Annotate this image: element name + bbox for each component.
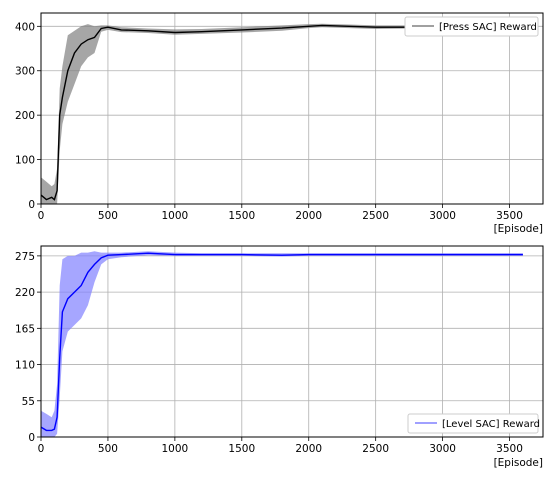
x-tick-label: 1500 [228, 210, 255, 222]
legend-label-press: [Press SAC] Reward [439, 22, 537, 33]
yticks-level: 0 55 110 165 220 275 [15, 251, 41, 444]
frame-press [40, 12, 544, 205]
legend-box-press [404, 16, 539, 37]
legend-level: [Level SAC] Reward [407, 413, 540, 434]
y-tick-label: 220 [15, 287, 35, 299]
x-axis-label-level: [Episode] [494, 457, 543, 469]
y-tick-label: 110 [15, 360, 35, 372]
x-tick-label: 1500 [228, 443, 255, 455]
x-tick-label: 1000 [161, 443, 188, 455]
chart-panel-press: 0 500 1000 1500 2000 2500 3000 3500 0 100 200 300 4… [15, 12, 544, 235]
x-tick-label: 3500 [496, 443, 523, 455]
legend-box-level [407, 413, 539, 434]
x-tick-label: 3000 [429, 443, 456, 455]
legend-label-level: [Level SAC] Reward [442, 419, 540, 430]
x-tick-label: 0 [38, 210, 45, 222]
y-tick-label: 0 [28, 199, 35, 211]
xticks-level: 0 500 1000 1500 2000 2500 3000 3500 [38, 437, 523, 455]
x-tick-label: 1000 [161, 210, 188, 222]
x-axis-label-press: [Episode] [494, 223, 543, 235]
band-press [41, 23, 523, 205]
legend-press: [Press SAC] Reward [404, 16, 539, 37]
x-tick-label: 3500 [496, 210, 523, 222]
x-tick-label: 500 [98, 443, 118, 455]
plot-area-press [41, 13, 543, 204]
y-tick-label: 300 [15, 66, 35, 78]
x-tick-label: 2500 [362, 443, 389, 455]
plot-area-level [41, 246, 543, 437]
yticks-press: 0 100 200 300 400 [15, 21, 41, 211]
chart-panel-level: 0 500 1000 1500 2000 2500 3000 3500 0 55 110 165 22… [15, 245, 544, 469]
y-tick-label: 55 [22, 396, 35, 408]
x-tick-label: 500 [98, 210, 118, 222]
y-tick-label: 275 [15, 251, 35, 263]
y-tick-label: 200 [15, 110, 35, 122]
x-tick-label: 0 [38, 443, 45, 455]
line-level [40, 252, 523, 432]
y-tick-label: 100 [15, 155, 35, 167]
x-tick-label: 2000 [295, 443, 322, 455]
xticks-press: 0 500 1000 1500 2000 2500 3000 3500 [38, 204, 523, 222]
x-tick-label: 2500 [362, 210, 389, 222]
x-tick-label: 2000 [295, 210, 322, 222]
y-tick-label: 400 [15, 21, 35, 33]
y-tick-label: 0 [28, 432, 35, 444]
frame-level [40, 245, 544, 438]
x-tick-label: 3000 [429, 210, 456, 222]
line-press [40, 24, 523, 201]
y-tick-label: 165 [15, 323, 35, 335]
